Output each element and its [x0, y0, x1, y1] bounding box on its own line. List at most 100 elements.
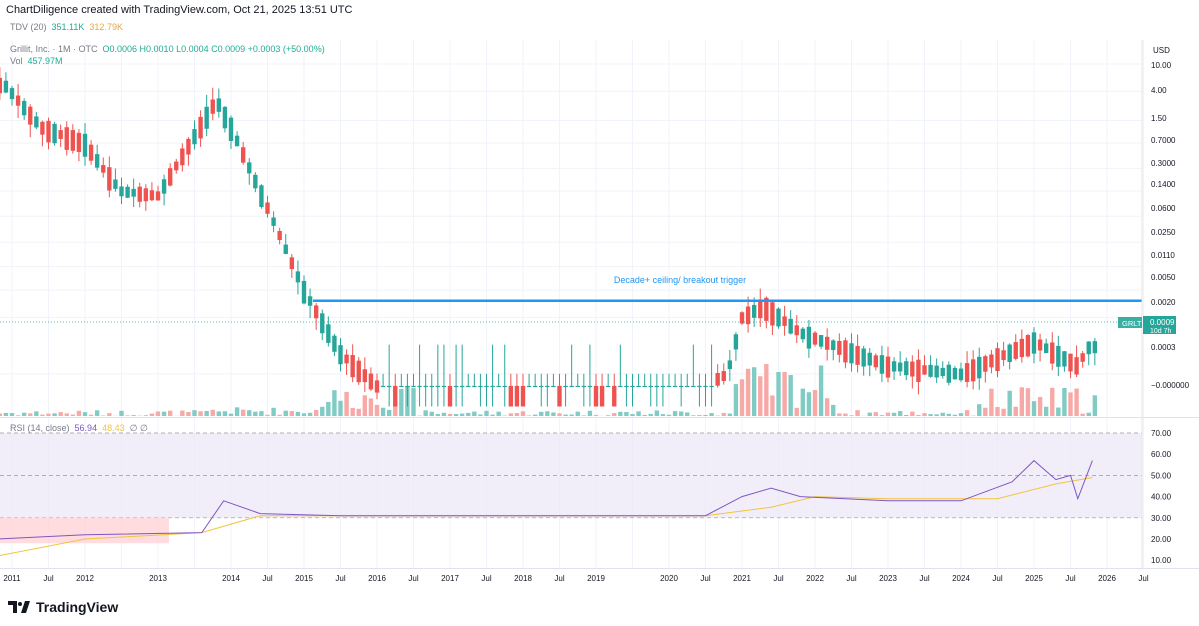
candle-body [691, 385, 696, 388]
candle-body [587, 385, 593, 388]
candle-body [569, 385, 574, 388]
volume-bar [624, 412, 629, 416]
volume-bar [186, 412, 191, 416]
volume-bar [1074, 388, 1079, 416]
volume-bar [466, 412, 471, 416]
candle-body [612, 385, 617, 407]
volume-bar [283, 410, 288, 416]
candle-body [940, 367, 945, 377]
price-axis[interactable]: USD 10.00 4.00 1.50 0.7000 0.3000 0.1400 0.060… [1118, 40, 1190, 417]
volume-bar [40, 414, 45, 416]
rsi-tick: 30.00 [1151, 514, 1172, 523]
volume-bar [1062, 388, 1067, 416]
rsi-legend[interactable]: RSI (14, close) 56.94 48.43 ∅ ∅ [10, 423, 148, 434]
volume-bar [691, 415, 696, 416]
candle-body [174, 161, 179, 171]
time-tick: 2025 [1025, 574, 1043, 583]
candle-body [113, 179, 118, 189]
candle-body [508, 385, 514, 407]
candle-body [526, 385, 532, 388]
tradingview-logo[interactable]: TradingView [8, 598, 118, 616]
volume-bar [143, 415, 149, 416]
candle-body [599, 385, 605, 407]
ohlc-values: O0.0006 H0.0010 L0.0004 C0.0009 +0.0003 … [102, 44, 325, 54]
candle-body [101, 165, 106, 173]
volume-bar [15, 415, 21, 416]
volume-bar [356, 408, 361, 416]
candle-body [855, 345, 860, 365]
volume-bar [107, 413, 112, 416]
volume-bar [745, 368, 751, 416]
candle-body [721, 371, 726, 382]
candle-body [983, 356, 988, 372]
candle-body [575, 385, 580, 388]
volume-bar [1056, 407, 1061, 416]
volume-bar [411, 388, 416, 416]
volume-bar [149, 413, 155, 416]
volume-bar [824, 398, 830, 416]
volume-bar [368, 398, 374, 416]
rsi-axis[interactable]: 70.00 60.00 50.00 40.00 30.00 20.00 10.00 [1141, 418, 1172, 568]
volume-bar [180, 410, 185, 416]
price-tick: 0.0600 [1151, 204, 1176, 213]
candle-body [131, 188, 136, 197]
volume-bar [423, 410, 428, 416]
candles[interactable] [0, 67, 1098, 407]
volume-bar [1080, 413, 1085, 416]
candle-body [678, 385, 684, 388]
candle-body [234, 135, 240, 147]
candle-body [453, 385, 459, 388]
candle-body [551, 385, 556, 388]
rsi-tick: 50.00 [1151, 471, 1172, 480]
volume-legend[interactable]: Vol 457.97M [10, 56, 63, 66]
time-tick: 2021 [733, 574, 751, 583]
candle-body [332, 335, 337, 352]
tdv-legend[interactable]: TDV (20) 351.11K 312.79K [10, 22, 123, 32]
volume-bar [739, 379, 745, 416]
volume-bar [879, 415, 885, 416]
candle-body [831, 340, 836, 351]
candle-body [344, 354, 349, 364]
volume-bar [770, 395, 775, 416]
time-tick: 2022 [806, 574, 824, 583]
candle-body [289, 257, 295, 270]
candle-body [393, 385, 398, 407]
symbol-legend[interactable]: Grillit, Inc. · 1M · OTC O0.0006 H0.0010… [10, 44, 325, 54]
volume-bar [326, 401, 331, 416]
volume-bar [21, 412, 27, 416]
volume-bar [612, 413, 617, 416]
volume-bar [1013, 406, 1018, 416]
rsi-tick: 70.00 [1151, 429, 1172, 438]
volume-bar [575, 411, 580, 416]
volume-bar [70, 414, 76, 416]
price-tick: 0.0003 [1151, 343, 1176, 352]
volume-bar [52, 413, 57, 416]
candle-body [1025, 335, 1031, 357]
tdv-value-2: 312.79K [89, 22, 123, 32]
candle-body [812, 332, 818, 345]
time-tick: 2023 [879, 574, 897, 583]
volume-bar [1043, 406, 1049, 416]
candle-body [1074, 357, 1079, 375]
volume-bar [916, 414, 921, 416]
time-tick: Jul [262, 574, 272, 583]
candle-body [40, 121, 45, 135]
price-tick: 10.00 [1151, 61, 1172, 70]
volume-bar [259, 411, 264, 416]
candle-body [301, 280, 307, 304]
volume-bar [989, 388, 994, 416]
time-axis[interactable]: 2011 Jul 2012 2013 2014 Jul 2015 Jul 2016 Jul 2017… [3, 574, 1148, 583]
volume-bar [94, 410, 100, 416]
rsi-tick: 10.00 [1151, 556, 1172, 565]
candle-body [1031, 332, 1037, 354]
volume-bar [709, 413, 714, 416]
volume-bar [496, 411, 501, 416]
time-tick: Jul [408, 574, 418, 583]
volume-bar [472, 411, 477, 416]
candle-body [776, 308, 781, 327]
candle-body [1062, 351, 1067, 367]
candle-body [21, 100, 27, 116]
volume-bar [587, 410, 593, 416]
volume-bar [119, 410, 124, 416]
